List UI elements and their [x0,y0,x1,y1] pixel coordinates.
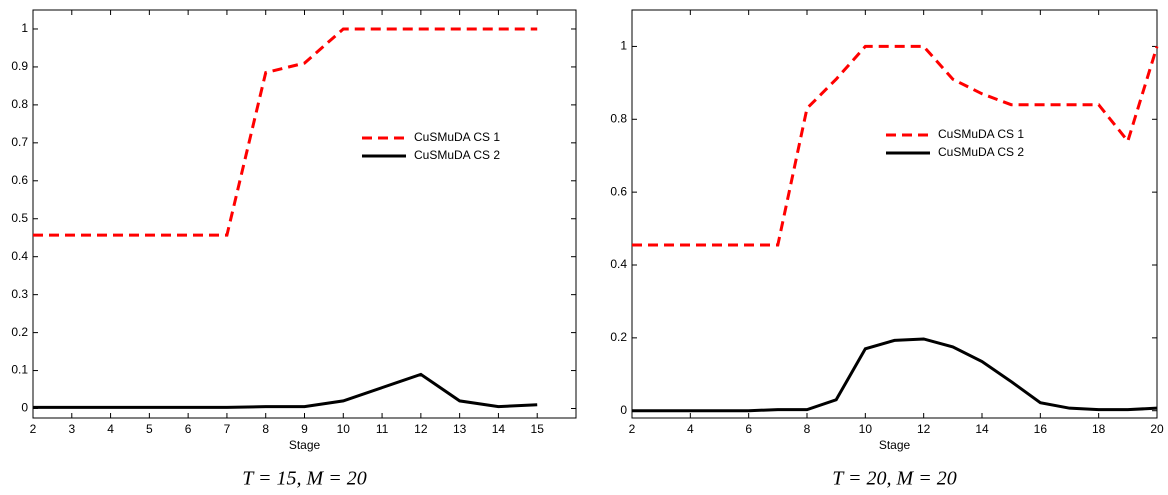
x-tick-label: 8 [804,422,811,436]
x-axis-label: Stage [289,438,321,452]
y-tick-label: 0.1 [11,363,28,377]
x-tick-label: 3 [68,422,75,436]
caption: T = 20, M = 20 [832,468,956,490]
legend-label: CuSMuDA CS 1 [414,130,500,144]
x-tick-label: 18 [1092,422,1106,436]
x-tick-label: 12 [414,422,428,436]
x-tick-label: 11 [376,422,389,436]
series-line [33,27,538,237]
y-tick-label: 0.6 [11,173,28,187]
legend-label: CuSMuDA CS 2 [938,145,1024,159]
x-tick-label: 13 [453,422,467,436]
y-tick-label: 0 [620,403,627,417]
series-line [632,44,1159,247]
x-tick-label: 4 [687,422,694,436]
plot-area [32,9,577,419]
x-tick-label: 7 [224,422,231,436]
y-tick-label: 0.8 [11,97,28,111]
y-tick-label: 0.5 [11,211,28,225]
x-tick-label: 10 [337,422,351,436]
y-tick-label: 0.6 [610,184,627,198]
x-tick-label: 9 [301,422,308,436]
y-tick-label: 0.2 [610,330,627,344]
y-tick-label: 0.9 [11,59,28,73]
y-tick-label: 0.4 [11,249,28,263]
series-line [632,337,1158,413]
x-axis-label: Stage [879,438,911,452]
plot-area [631,9,1158,419]
series-line [33,372,538,409]
y-tick-label: 0.2 [11,325,28,339]
x-tick-label: 8 [262,422,269,436]
y-tick-label: 0 [21,401,28,415]
y-tick-label: 0.8 [610,111,627,125]
legend-label: CuSMuDA CS 1 [938,127,1024,141]
y-tick-label: 0.3 [11,287,28,301]
y-tick-label: 1 [21,21,28,35]
legend-label: CuSMuDA CS 2 [414,148,500,162]
x-tick-label: 14 [492,422,506,436]
x-tick-label: 2 [629,422,636,436]
x-tick-label: 5 [146,422,153,436]
x-tick-label: 16 [1034,422,1048,436]
x-tick-label: 10 [859,422,873,436]
x-tick-label: 6 [745,422,752,436]
x-tick-label: 14 [975,422,989,436]
x-tick-label: 12 [917,422,931,436]
x-tick-label: 2 [30,422,37,436]
y-tick-label: 0.7 [11,135,28,149]
x-tick-label: 15 [531,422,545,436]
y-tick-label: 1 [620,39,627,53]
x-tick-label: 6 [185,422,192,436]
y-tick-label: 0.4 [610,257,627,271]
x-tick-label: 4 [107,422,114,436]
x-tick-label: 20 [1150,422,1164,436]
caption: T = 15, M = 20 [242,468,366,490]
